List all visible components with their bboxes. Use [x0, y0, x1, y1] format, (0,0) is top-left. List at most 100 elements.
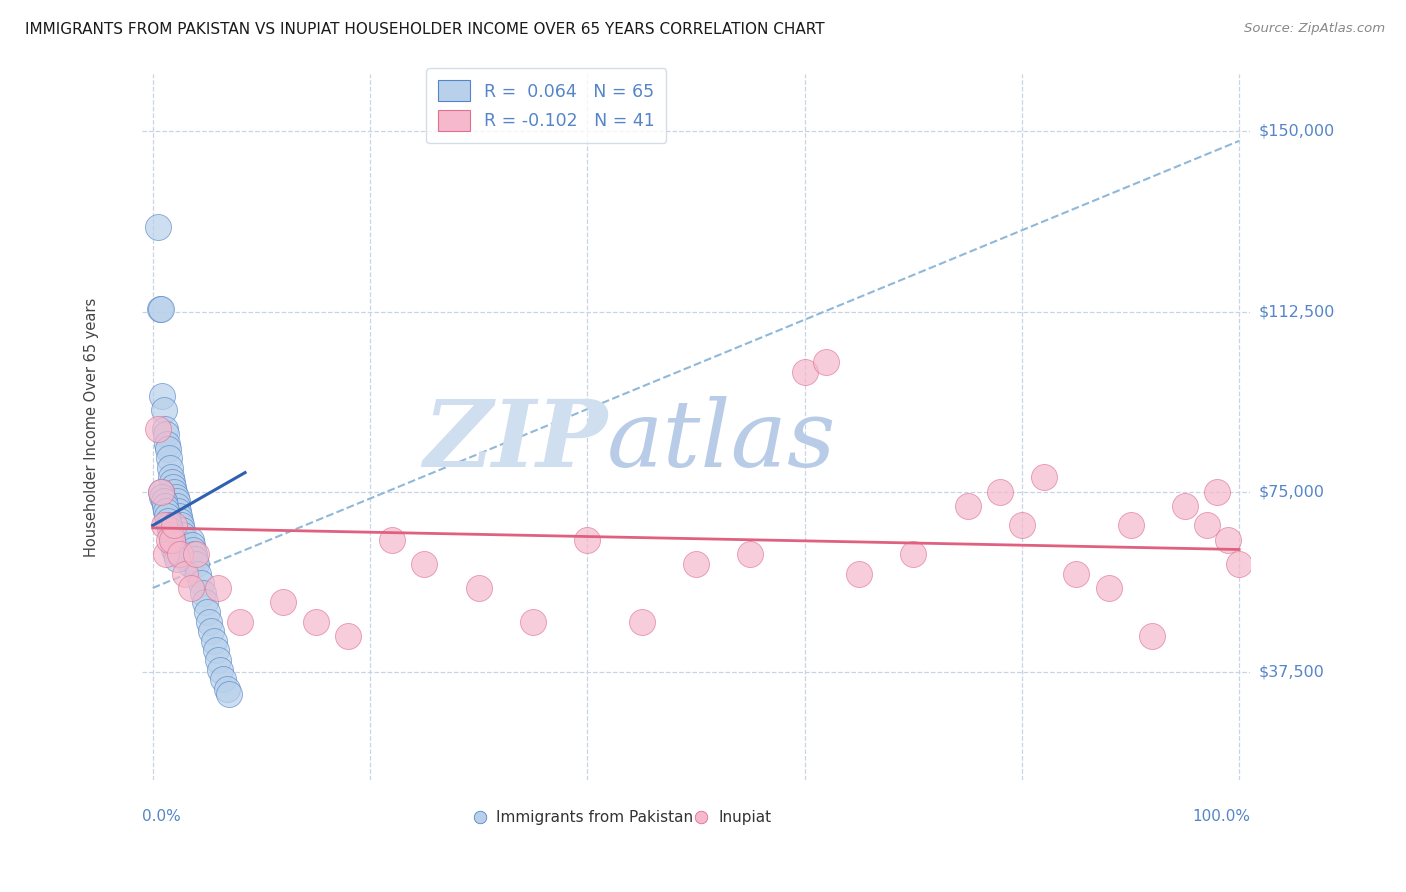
Point — [163, 518, 186, 533]
Point — [156, 442, 179, 456]
Point — [162, 533, 184, 547]
Point — [150, 484, 173, 499]
Point — [1119, 518, 1142, 533]
Text: IMMIGRANTS FROM PAKISTAN VS INUPIAT HOUSEHOLDER INCOME OVER 65 YEARS CORRELATION: IMMIGRANTS FROM PAKISTAN VS INUPIAT HOUS… — [25, 22, 825, 37]
Point — [156, 514, 179, 528]
Point — [155, 547, 177, 561]
Point — [522, 615, 544, 629]
Point — [215, 681, 238, 696]
Point — [152, 490, 174, 504]
Point — [956, 500, 979, 514]
Point — [180, 538, 202, 552]
Point — [166, 552, 188, 566]
Point — [176, 547, 198, 561]
Point — [467, 581, 489, 595]
Point — [576, 533, 599, 547]
Point — [152, 494, 174, 508]
Point — [159, 460, 181, 475]
Text: 0.0%: 0.0% — [142, 808, 180, 823]
Point — [207, 653, 229, 667]
Point — [157, 451, 180, 466]
Point — [166, 504, 188, 518]
Point — [155, 427, 177, 442]
Point — [166, 494, 188, 508]
Point — [160, 470, 183, 484]
Point — [172, 528, 194, 542]
Point — [162, 475, 184, 490]
Legend: R =  0.064   N = 65, R = -0.102   N = 41: R = 0.064 N = 65, R = -0.102 N = 41 — [426, 68, 666, 144]
Point — [180, 581, 202, 595]
Point — [212, 673, 235, 687]
Point — [152, 403, 174, 417]
Point — [173, 533, 195, 547]
Point — [170, 523, 193, 537]
Point — [184, 552, 207, 566]
Text: Inupiat: Inupiat — [718, 810, 772, 824]
Point — [903, 547, 925, 561]
Point — [1142, 629, 1164, 643]
Point — [381, 533, 404, 547]
Point — [177, 552, 200, 566]
Point — [163, 484, 186, 499]
Point — [159, 523, 181, 537]
Text: Immigrants from Pakistan: Immigrants from Pakistan — [496, 810, 693, 824]
Point — [413, 557, 436, 571]
Point — [195, 605, 218, 619]
Point — [187, 566, 209, 581]
Point — [1011, 518, 1033, 533]
Point — [162, 533, 184, 547]
Point — [1206, 484, 1229, 499]
Text: $150,000: $150,000 — [1258, 124, 1334, 139]
Point — [204, 643, 226, 657]
Point — [152, 518, 174, 533]
Point — [162, 480, 184, 494]
Text: atlas: atlas — [607, 396, 837, 486]
Point — [271, 595, 294, 609]
Point — [163, 542, 186, 557]
Point — [198, 615, 221, 629]
Point — [165, 490, 187, 504]
Point — [194, 595, 217, 609]
Point — [169, 514, 191, 528]
Point — [207, 581, 229, 595]
Point — [157, 533, 180, 547]
Point — [156, 508, 179, 523]
Point — [1032, 470, 1054, 484]
Point — [186, 547, 208, 561]
Point — [162, 538, 184, 552]
Point — [848, 566, 870, 581]
Point — [176, 542, 198, 557]
Point — [165, 547, 187, 561]
Point — [1098, 581, 1121, 595]
Point — [160, 528, 183, 542]
Point — [1174, 500, 1197, 514]
Point — [183, 547, 205, 561]
Point — [191, 586, 214, 600]
Point — [153, 500, 176, 514]
Point — [218, 687, 240, 701]
Point — [152, 389, 174, 403]
Point — [988, 484, 1011, 499]
Text: ZIP: ZIP — [423, 396, 607, 486]
Text: $112,500: $112,500 — [1258, 304, 1334, 319]
Point — [150, 302, 173, 317]
Point — [146, 220, 169, 235]
Text: $37,500: $37,500 — [1258, 665, 1324, 680]
Point — [190, 576, 212, 591]
Point — [630, 615, 652, 629]
Point — [793, 365, 815, 379]
Point — [337, 629, 360, 643]
Point — [1064, 566, 1087, 581]
Point — [209, 663, 232, 677]
Point — [174, 538, 197, 552]
Point — [200, 624, 222, 639]
Point — [1218, 533, 1240, 547]
Point — [153, 422, 176, 436]
Point — [740, 547, 762, 561]
Point — [815, 355, 838, 369]
Point — [166, 500, 188, 514]
Point — [685, 557, 707, 571]
Point — [181, 542, 204, 557]
Text: Source: ZipAtlas.com: Source: ZipAtlas.com — [1244, 22, 1385, 36]
Point — [202, 633, 225, 648]
